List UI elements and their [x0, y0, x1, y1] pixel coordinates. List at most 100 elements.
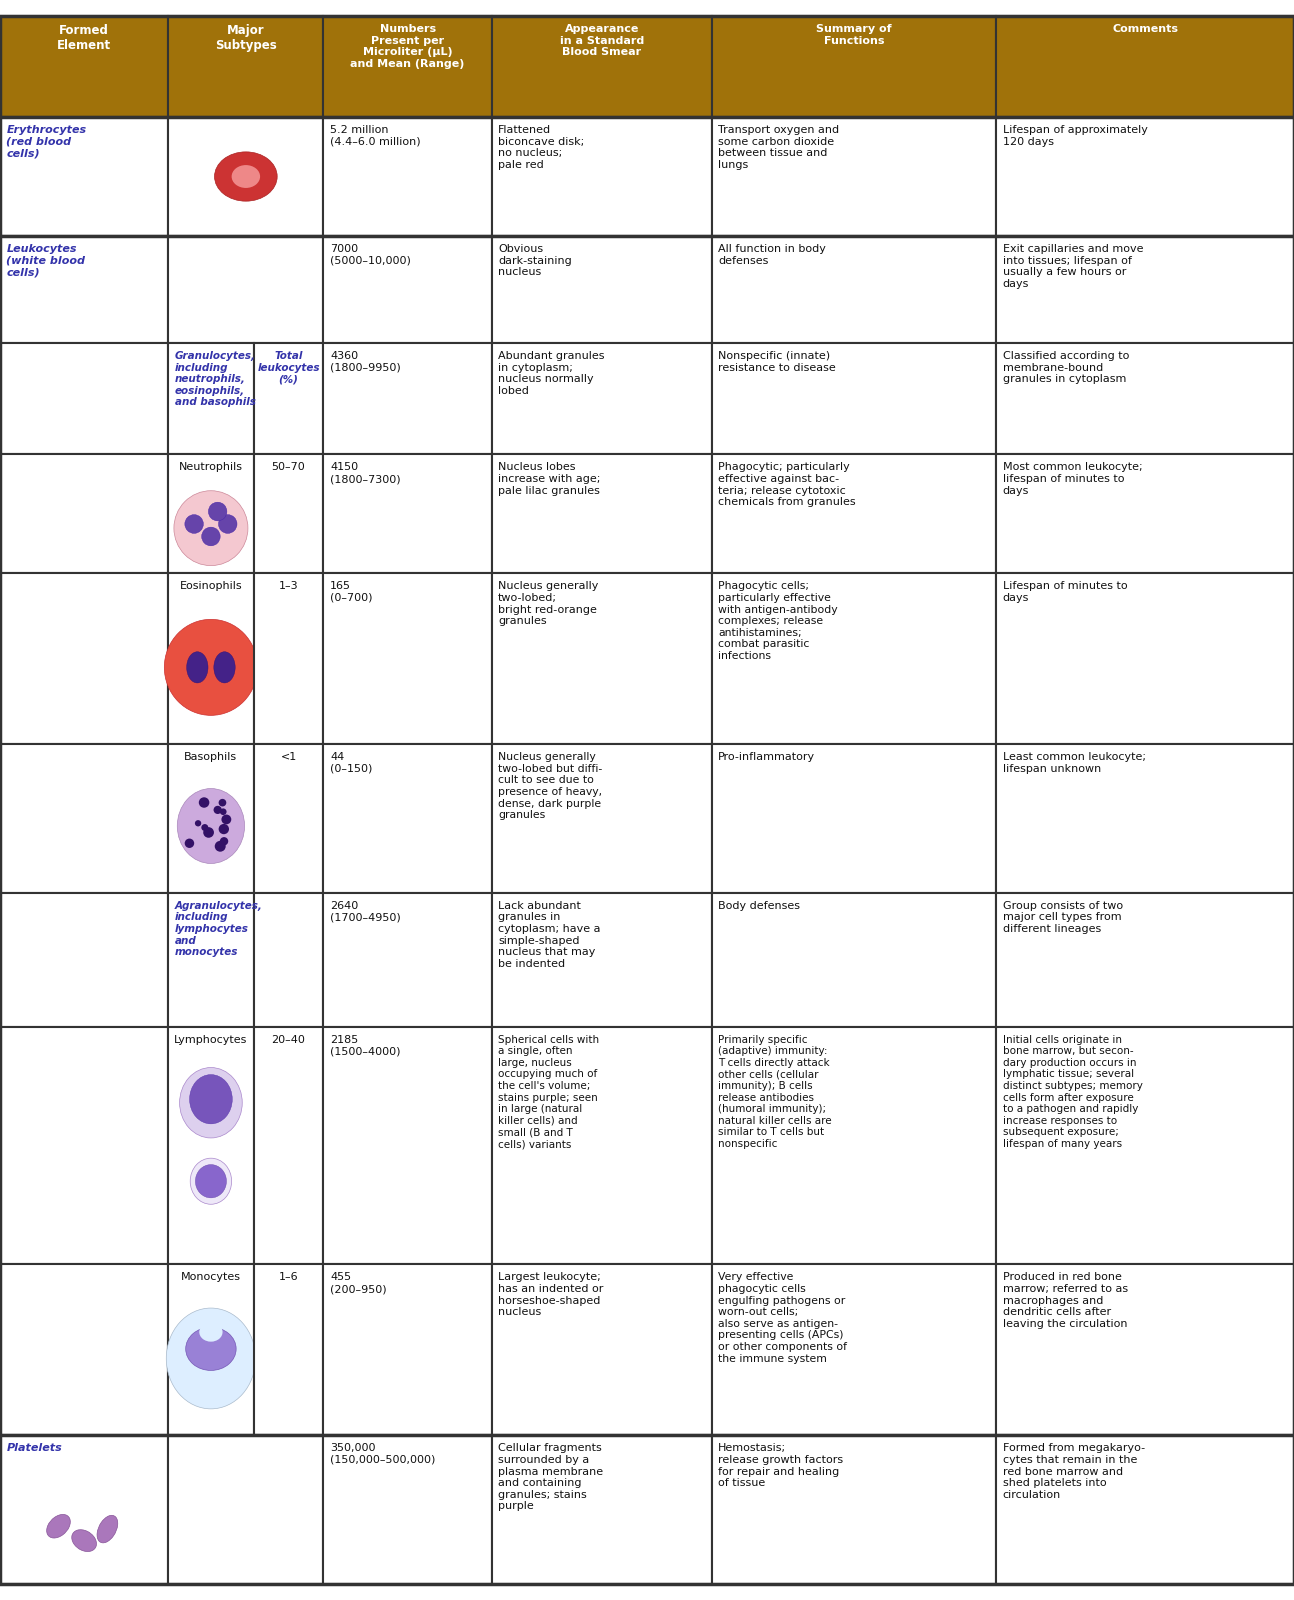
- Bar: [254, 342, 324, 454]
- Text: 4150
(1800–7300): 4150 (1800–7300): [330, 462, 401, 485]
- Ellipse shape: [185, 515, 203, 533]
- Ellipse shape: [166, 1309, 255, 1410]
- Text: Cellular fragments
surrounded by a
plasma membrane
and containing
granules; stai: Cellular fragments surrounded by a plasm…: [498, 1443, 603, 1512]
- Bar: [712, 744, 996, 893]
- Bar: [996, 893, 1294, 1027]
- Ellipse shape: [199, 1323, 223, 1342]
- Text: Transport oxygen and
some carbon dioxide
between tissue and
lungs: Transport oxygen and some carbon dioxide…: [718, 125, 840, 170]
- Ellipse shape: [215, 842, 225, 851]
- Bar: [254, 454, 324, 573]
- Bar: [0, 573, 168, 744]
- Text: Neutrophils: Neutrophils: [179, 462, 243, 472]
- Bar: [168, 16, 324, 117]
- Bar: [712, 1027, 996, 1264]
- Text: 7000
(5000–10,000): 7000 (5000–10,000): [330, 243, 410, 266]
- Text: Obvious
dark-staining
nucleus: Obvious dark-staining nucleus: [498, 243, 572, 277]
- Bar: [712, 235, 996, 342]
- Bar: [996, 117, 1294, 235]
- Text: Lymphocytes: Lymphocytes: [175, 1035, 247, 1045]
- Text: 4360
(1800–9950): 4360 (1800–9950): [330, 350, 401, 373]
- Ellipse shape: [208, 502, 226, 522]
- Text: Spherical cells with
a single, often
large, nucleus
occupying much of
the cell's: Spherical cells with a single, often lar…: [498, 1035, 599, 1149]
- Bar: [254, 744, 324, 893]
- Text: Primarily specific
(adaptive) immunity:
T cells directly attack
other cells (cel: Primarily specific (adaptive) immunity: …: [718, 1035, 832, 1149]
- Bar: [324, 1435, 492, 1584]
- Bar: [996, 1027, 1294, 1264]
- Bar: [0, 744, 168, 893]
- Bar: [324, 744, 492, 893]
- Ellipse shape: [232, 165, 260, 187]
- Bar: [168, 117, 324, 235]
- Bar: [324, 1027, 492, 1264]
- Bar: [712, 117, 996, 235]
- Text: Total
leukocytes
(%): Total leukocytes (%): [258, 350, 320, 384]
- Bar: [0, 1435, 168, 1584]
- Text: Basophils: Basophils: [184, 752, 238, 762]
- Bar: [492, 893, 712, 1027]
- Bar: [324, 117, 492, 235]
- Bar: [492, 573, 712, 744]
- Text: Appearance
in a Standard
Blood Smear: Appearance in a Standard Blood Smear: [559, 24, 644, 58]
- Bar: [0, 454, 168, 573]
- Text: 165
(0–700): 165 (0–700): [330, 581, 373, 603]
- Bar: [996, 342, 1294, 454]
- Bar: [324, 573, 492, 744]
- Bar: [996, 235, 1294, 342]
- Bar: [168, 342, 254, 454]
- Bar: [0, 117, 168, 235]
- Text: Nucleus generally
two-lobed;
bright red-orange
granules: Nucleus generally two-lobed; bright red-…: [498, 581, 599, 626]
- Ellipse shape: [186, 651, 208, 683]
- Bar: [712, 454, 996, 573]
- Text: Platelets: Platelets: [6, 1443, 62, 1453]
- Text: Formed
Element: Formed Element: [57, 24, 111, 51]
- Ellipse shape: [220, 837, 228, 845]
- Bar: [168, 744, 254, 893]
- Ellipse shape: [190, 1158, 232, 1205]
- Bar: [492, 1435, 712, 1584]
- Bar: [0, 893, 168, 1027]
- Text: 2640
(1700–4950): 2640 (1700–4950): [330, 901, 401, 923]
- Bar: [492, 1027, 712, 1264]
- Text: Nucleus lobes
increase with age;
pale lilac granules: Nucleus lobes increase with age; pale li…: [498, 462, 600, 496]
- Text: 2185
(1500–4000): 2185 (1500–4000): [330, 1035, 400, 1056]
- Bar: [712, 16, 996, 117]
- Ellipse shape: [219, 515, 237, 533]
- Bar: [324, 893, 492, 1027]
- Bar: [0, 16, 168, 117]
- Text: Least common leukocyte;
lifespan unknown: Least common leukocyte; lifespan unknown: [1003, 752, 1146, 774]
- Text: Body defenses: Body defenses: [718, 901, 800, 910]
- Bar: [996, 16, 1294, 117]
- Ellipse shape: [177, 789, 245, 864]
- Bar: [996, 1435, 1294, 1584]
- Ellipse shape: [202, 824, 208, 830]
- Text: 5.2 million
(4.4–6.0 million): 5.2 million (4.4–6.0 million): [330, 125, 421, 147]
- Text: Largest leukocyte;
has an indented or
horseshoe-shaped
nucleus: Largest leukocyte; has an indented or ho…: [498, 1272, 603, 1317]
- Text: Phagocytic cells;
particularly effective
with antigen-antibody
complexes; releas: Phagocytic cells; particularly effective…: [718, 581, 837, 661]
- Bar: [492, 744, 712, 893]
- Bar: [492, 342, 712, 454]
- Text: Erythrocytes
(red blood
cells): Erythrocytes (red blood cells): [6, 125, 87, 158]
- Text: Monocytes: Monocytes: [181, 1272, 241, 1283]
- Text: Comments: Comments: [1112, 24, 1179, 34]
- Text: Most common leukocyte;
lifespan of minutes to
days: Most common leukocyte; lifespan of minut…: [1003, 462, 1143, 496]
- Text: Lifespan of minutes to
days: Lifespan of minutes to days: [1003, 581, 1127, 603]
- Text: Major
Subtypes: Major Subtypes: [215, 24, 277, 51]
- Ellipse shape: [221, 814, 232, 824]
- Ellipse shape: [214, 651, 236, 683]
- Bar: [0, 1027, 168, 1264]
- Bar: [254, 1264, 324, 1435]
- Ellipse shape: [97, 1515, 118, 1542]
- Bar: [254, 573, 324, 744]
- Ellipse shape: [199, 797, 210, 808]
- Ellipse shape: [195, 821, 202, 827]
- Bar: [0, 235, 168, 342]
- Bar: [712, 342, 996, 454]
- Text: <1: <1: [281, 752, 296, 762]
- Bar: [324, 342, 492, 454]
- Bar: [168, 1264, 254, 1435]
- Bar: [492, 1264, 712, 1435]
- Ellipse shape: [215, 152, 277, 202]
- Text: Phagocytic; particularly
effective against bac-
teria; release cytotoxic
chemica: Phagocytic; particularly effective again…: [718, 462, 855, 507]
- Text: 350,000
(150,000–500,000): 350,000 (150,000–500,000): [330, 1443, 435, 1466]
- Text: Leukocytes
(white blood
cells): Leukocytes (white blood cells): [6, 243, 85, 277]
